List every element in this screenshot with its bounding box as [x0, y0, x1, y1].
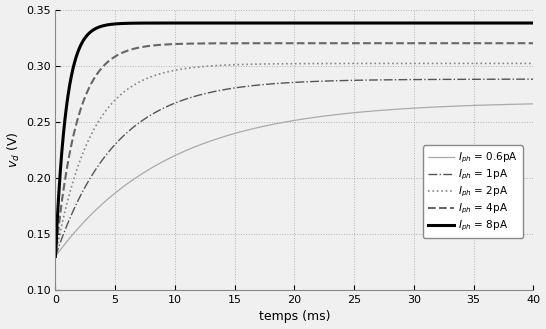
- X-axis label: temps (ms): temps (ms): [259, 311, 330, 323]
- Legend: $I_{ph}$ = 0.6pA, $I_{ph}$ = 1pA, $I_{ph}$ = 2pA, $I_{ph}$ = 4pA, $I_{ph}$ = 8pA: $I_{ph}$ = 0.6pA, $I_{ph}$ = 1pA, $I_{ph…: [423, 145, 524, 238]
- Y-axis label: $v_d$ (V): $v_d$ (V): [5, 132, 22, 168]
